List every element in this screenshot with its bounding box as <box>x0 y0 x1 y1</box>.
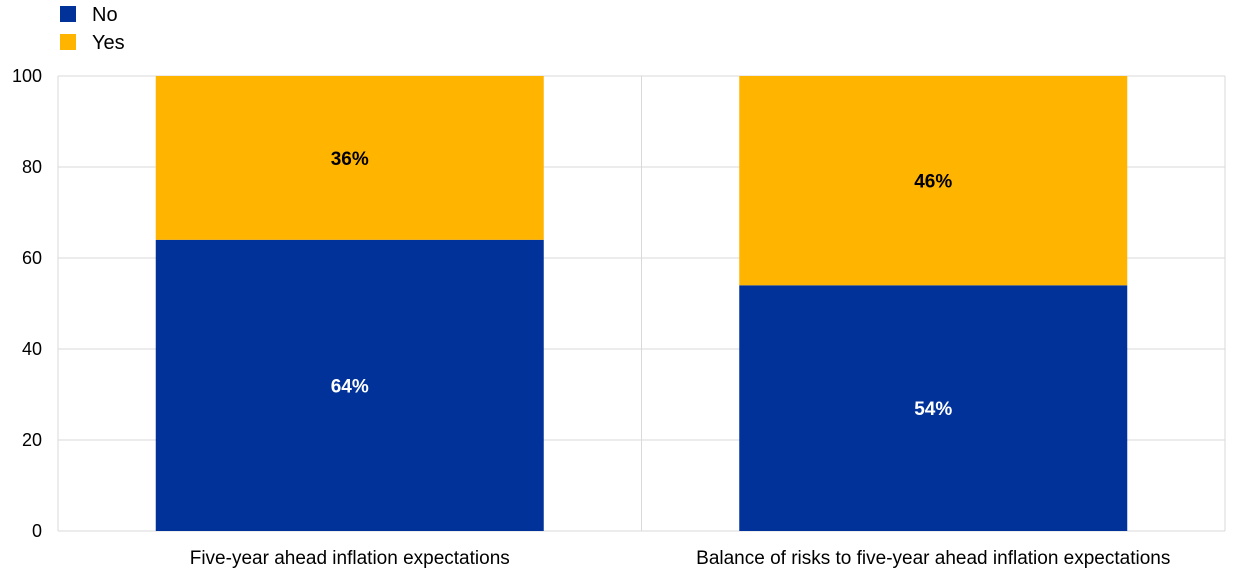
axes: 0 20 40 60 80 100 Five-year ahead inflation ex… <box>12 66 1170 569</box>
legend-swatch-yes <box>60 34 76 50</box>
legend-label-yes: Yes <box>92 32 125 54</box>
y-tick-label: 0 <box>32 521 42 541</box>
y-tick-label: 40 <box>22 339 42 359</box>
y-tick-label: 80 <box>22 157 42 177</box>
bar-no-1 <box>739 285 1128 531</box>
bars <box>155 76 1128 532</box>
data-label-yes-1: 46% <box>914 172 952 193</box>
legend-label-no: No <box>92 4 118 26</box>
y-tick-label: 100 <box>12 66 42 86</box>
bar-no-0 <box>155 239 544 532</box>
x-category-label: Five-year ahead inflation expectations <box>190 548 510 569</box>
data-label-no-1: 54% <box>914 399 952 420</box>
x-category-label: Balance of risks to five-year ahead infl… <box>696 548 1170 569</box>
data-label-no-0: 64% <box>331 376 369 397</box>
y-tick-label: 60 <box>22 248 42 268</box>
legend: No Yes <box>60 4 125 54</box>
y-tick-label: 20 <box>22 430 42 450</box>
bar-yes-0 <box>155 76 544 240</box>
data-labels: 64% 36% 54% 46% <box>331 149 953 420</box>
legend-swatch-no <box>60 6 76 22</box>
bar-yes-1 <box>739 76 1128 286</box>
data-label-yes-0: 36% <box>331 149 369 170</box>
